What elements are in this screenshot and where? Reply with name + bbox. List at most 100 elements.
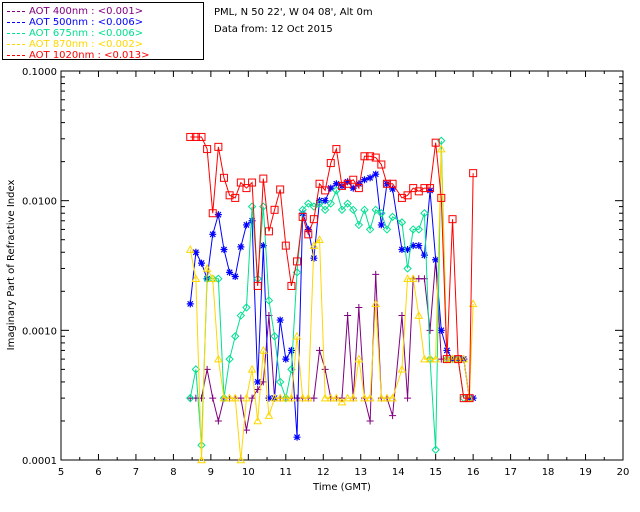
x-tick-label: 18 — [542, 467, 555, 478]
y-tick-label: 0.0010 — [22, 326, 57, 337]
data-point — [431, 138, 440, 147]
data-point — [202, 263, 212, 272]
data-point — [304, 230, 313, 239]
data-point — [337, 205, 347, 215]
data-point — [231, 332, 240, 341]
data-point — [372, 170, 380, 178]
data-point — [281, 241, 290, 250]
data-point — [282, 355, 290, 363]
data-point — [219, 393, 229, 403]
data-point — [371, 153, 380, 162]
data-point — [332, 145, 341, 154]
data-point — [389, 412, 397, 420]
data-point — [414, 225, 424, 234]
data-point — [264, 227, 273, 236]
data-point — [214, 417, 222, 425]
data-point — [327, 184, 335, 192]
data-point — [349, 184, 357, 192]
data-point — [220, 246, 228, 254]
x-tick-label: 6 — [95, 467, 101, 478]
data-point — [388, 212, 397, 222]
data-point — [264, 411, 274, 419]
data-point — [377, 209, 386, 218]
data-point — [315, 199, 324, 208]
data-point — [191, 274, 201, 283]
data-point — [225, 354, 234, 364]
data-point — [225, 191, 234, 200]
data-point — [420, 184, 429, 193]
data-point — [259, 242, 267, 250]
data-point — [436, 144, 446, 153]
data-point — [420, 354, 429, 363]
data-point — [420, 251, 428, 259]
y-tick-label: 0.1000 — [22, 67, 57, 78]
data-point — [408, 225, 418, 234]
data-point — [292, 331, 302, 340]
data-point — [332, 180, 340, 188]
data-point — [209, 230, 217, 238]
data-point — [258, 345, 268, 354]
data-point — [320, 393, 330, 402]
data-point — [248, 178, 257, 187]
data-point — [431, 445, 440, 454]
legend-item-400nm: AOT 400nm : <0.001> — [7, 5, 143, 18]
legend-label: AOT 1020nm : <0.013> — [29, 50, 150, 61]
data-point — [465, 394, 474, 403]
data-point — [287, 281, 296, 290]
data-point — [397, 193, 406, 202]
data-point — [191, 132, 200, 141]
legend-item-500nm: AOT 500nm : <0.006> — [7, 16, 143, 29]
data-point — [432, 256, 440, 264]
data-point — [403, 191, 412, 200]
data-point — [209, 394, 217, 402]
data-point — [382, 393, 392, 402]
data-point — [242, 426, 250, 434]
data-point — [408, 274, 418, 283]
data-point — [310, 394, 318, 402]
data-point — [231, 193, 240, 202]
x-tick-label: 14 — [392, 467, 405, 478]
x-tick-label: 7 — [133, 467, 139, 478]
data-point — [254, 378, 262, 386]
data-point — [349, 205, 358, 215]
data-point — [377, 221, 385, 229]
legend-item-675nm: AOT 675nm : <0.006> — [7, 27, 143, 40]
data-point — [265, 394, 273, 402]
data-point — [309, 215, 318, 224]
x-tick-label: 17 — [504, 467, 517, 478]
data-point — [366, 152, 375, 161]
x-tick-label: 15 — [429, 467, 442, 478]
data-point — [404, 246, 412, 254]
data-point — [230, 393, 240, 402]
legend-swatch — [7, 21, 25, 23]
data-point — [398, 312, 406, 320]
data-point — [219, 173, 228, 182]
data-point — [426, 184, 435, 193]
data-point — [237, 394, 245, 402]
data-point — [366, 417, 374, 425]
data-point — [316, 346, 324, 354]
data-point — [326, 159, 335, 168]
data-point — [253, 281, 262, 290]
data-point — [355, 180, 363, 188]
data-point — [214, 211, 222, 219]
data-point — [248, 394, 256, 402]
data-point — [371, 205, 380, 215]
legend-label: AOT 675nm : <0.006> — [29, 28, 144, 39]
data-point — [343, 199, 352, 208]
data-point — [186, 132, 195, 141]
data-point — [437, 326, 445, 334]
data-point — [270, 332, 279, 341]
data-point — [214, 274, 223, 283]
data-point — [442, 355, 451, 364]
data-point — [397, 364, 407, 373]
data-point — [298, 212, 307, 221]
data-point — [388, 179, 397, 188]
data-point — [247, 364, 257, 373]
x-tick-label: 9 — [208, 467, 214, 478]
data-point — [315, 179, 324, 188]
data-point — [192, 248, 200, 256]
data-point — [397, 218, 407, 227]
data-point — [366, 174, 374, 182]
